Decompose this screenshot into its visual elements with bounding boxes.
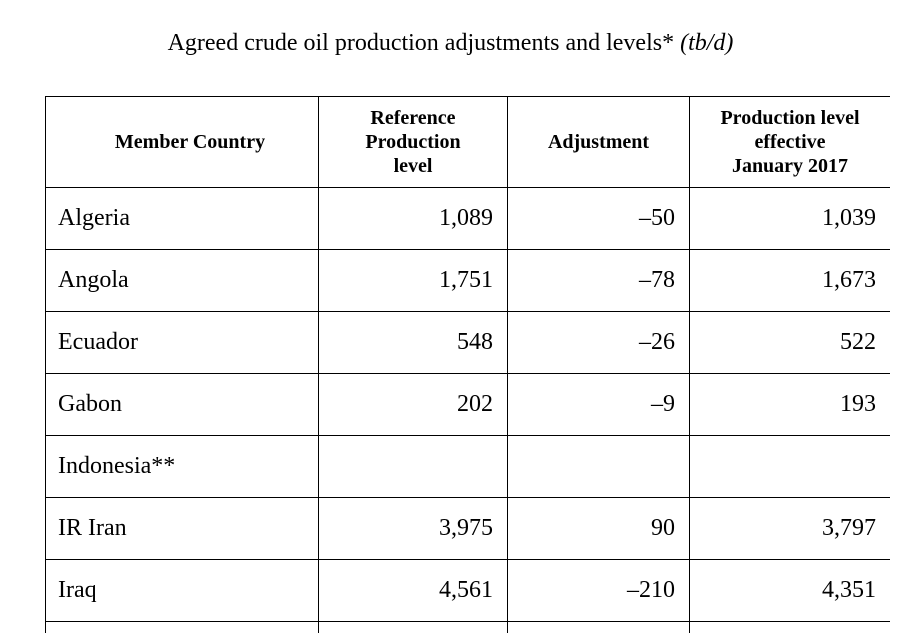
header-effective-line-3: January 2017: [731, 155, 849, 177]
table-row: Gabon 202 –9 193: [45, 373, 890, 436]
reference-level-cell: 4,561: [318, 559, 508, 622]
header-member-country-label: Member Country: [114, 131, 266, 153]
effective-level-cell: [689, 435, 890, 498]
adjustment-cell: –26: [507, 311, 690, 374]
empty-cell: [318, 621, 508, 633]
reference-level-cell: 1,089: [318, 187, 508, 250]
effective-level-cell: 522: [689, 311, 890, 374]
table-row: IR Iran 3,975 90 3,797: [45, 497, 890, 560]
table-row: Iraq 4,561 –210 4,351: [45, 559, 890, 622]
table-row: Algeria 1,089 –50 1,039: [45, 187, 890, 250]
header-reference-line-2: Production: [365, 131, 461, 153]
header-adjustment: Adjustment: [507, 96, 690, 188]
country-cell: Angola: [45, 249, 319, 312]
header-row: Member Country Reference Production level …: [45, 96, 890, 188]
adjustment-cell: –78: [507, 249, 690, 312]
table-row: Angola 1,751 –78 1,673: [45, 249, 890, 312]
header-effective-line-2: effective: [754, 131, 826, 153]
effective-level-cell: 1,039: [689, 187, 890, 250]
header-reference-line-3: level: [393, 155, 433, 177]
adjustment-cell: 90: [507, 497, 690, 560]
reference-level-cell: 3,975: [318, 497, 508, 560]
header-member-country: Member Country: [45, 96, 319, 188]
adjustment-cell: –50: [507, 187, 690, 250]
effective-level-cell: 4,351: [689, 559, 890, 622]
empty-cell: [507, 621, 690, 633]
table-title: Agreed crude oil production adjustments …: [0, 28, 901, 58]
production-table: Member Country Reference Production level …: [45, 96, 890, 633]
reference-level-cell: 1,751: [318, 249, 508, 312]
reference-level-cell: [318, 435, 508, 498]
empty-cell: [689, 621, 890, 633]
header-effective-line-1: Production level: [720, 107, 860, 129]
header-production-level-effective: Production level effective January 2017: [689, 96, 890, 188]
adjustment-cell: [507, 435, 690, 498]
country-cell: IR Iran: [45, 497, 319, 560]
reference-level-cell: 202: [318, 373, 508, 436]
empty-cell: [45, 621, 319, 633]
country-cell: Gabon: [45, 373, 319, 436]
adjustment-cell: –9: [507, 373, 690, 436]
header-reference-production-level: Reference Production level: [318, 96, 508, 188]
table-row: Ecuador 548 –26 522: [45, 311, 890, 374]
reference-level-cell: 548: [318, 311, 508, 374]
table-title-unit: (tb/d): [680, 30, 734, 56]
table-row: Indonesia**: [45, 435, 890, 498]
country-cell: Iraq: [45, 559, 319, 622]
country-cell: Ecuador: [45, 311, 319, 374]
effective-level-cell: 193: [689, 373, 890, 436]
adjustment-cell: –210: [507, 559, 690, 622]
header-reference-line-1: Reference: [370, 107, 456, 129]
table-row-cut-off: [45, 621, 890, 633]
effective-level-cell: 1,673: [689, 249, 890, 312]
production-table-container: Member Country Reference Production level …: [45, 96, 890, 633]
header-adjustment-label: Adjustment: [547, 131, 650, 153]
table-title-text: Agreed crude oil production adjustments …: [167, 30, 675, 56]
country-cell: Algeria: [45, 187, 319, 250]
effective-level-cell: 3,797: [689, 497, 890, 560]
country-cell: Indonesia**: [45, 435, 319, 498]
